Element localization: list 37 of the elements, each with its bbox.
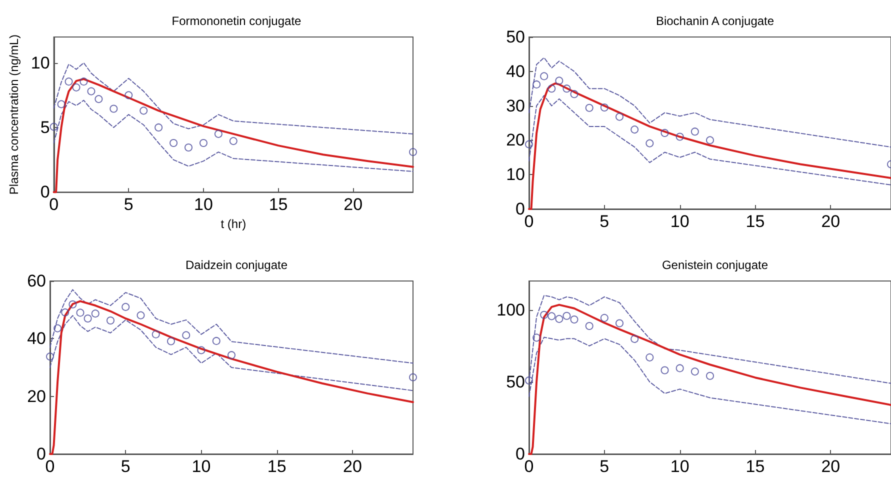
y-tick-label: 20: [27, 386, 46, 406]
y-tick-label: 60: [27, 272, 46, 290]
y-tick-label: 0: [516, 444, 525, 464]
y-tick-label: 5: [40, 118, 50, 137]
x-tick-label: 10: [194, 195, 213, 214]
x-tick-label: 20: [343, 457, 362, 476]
y-tick-label: 100: [496, 300, 525, 320]
x-tick-label: 20: [344, 195, 363, 214]
y-tick-label: 10: [30, 53, 50, 72]
chart-title: Biochanin A conjugate: [656, 14, 774, 28]
x-tick-label: 10: [670, 457, 690, 476]
x-tick-label: 10: [670, 212, 690, 231]
y-tick-label: 50: [506, 28, 525, 46]
y-tick-label: 10: [506, 165, 525, 184]
y-axis-title: Plasma concentration (ng/mL): [7, 34, 21, 195]
y-tick-label: 0: [40, 182, 50, 202]
y-tick-label: 40: [27, 329, 46, 348]
x-tick-label: 5: [600, 212, 610, 231]
x-tick-label: 15: [267, 457, 286, 476]
y-tick-label: 0: [36, 444, 46, 464]
x-tick-label: 5: [120, 457, 130, 476]
x-tick-label: 5: [600, 457, 610, 476]
x-axis-title: t (hr): [220, 217, 246, 231]
chart-title: Daidzein conjugate: [185, 258, 288, 272]
x-tick-label: 20: [821, 212, 840, 231]
x-tick-label: 5: [124, 195, 134, 214]
y-tick-label: 50: [506, 372, 525, 392]
x-tick-label: 15: [268, 195, 288, 214]
x-tick-label: 20: [821, 457, 840, 476]
x-tick-label: 15: [746, 212, 765, 231]
x-tick-label: 10: [192, 457, 211, 476]
x-tick-label: 15: [746, 457, 765, 476]
y-tick-label: 30: [506, 96, 525, 116]
y-tick-label: 40: [506, 62, 525, 81]
y-tick-label: 20: [506, 130, 525, 150]
chart-title: Genistein conjugate: [662, 258, 768, 272]
chart-title: Formononetin conjugate: [172, 14, 302, 28]
